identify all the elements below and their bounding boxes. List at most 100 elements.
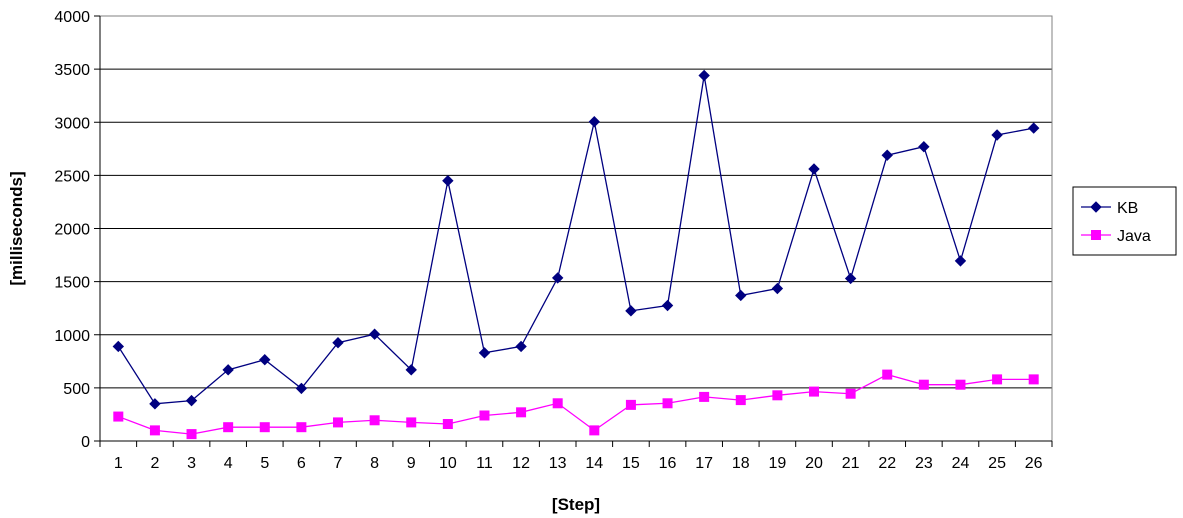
x-tick-label: 23 xyxy=(915,455,933,472)
x-tick-label: 11 xyxy=(476,455,493,472)
x-tick-label: 26 xyxy=(1025,455,1043,472)
data-point-kb xyxy=(442,174,454,187)
data-point-kb xyxy=(295,382,308,395)
data-point-java xyxy=(186,429,197,440)
legend-marker xyxy=(1091,230,1101,240)
x-tick-labels: 1 2 3 4 5 6 7 8 9 10 11 12 13 14 15 16 17 18 19 20 21 22 23 24 2… xyxy=(114,455,1043,472)
y-tick-label: 0 xyxy=(81,434,90,451)
x-tick-label: 9 xyxy=(407,455,416,472)
data-point-kb xyxy=(588,116,601,128)
data-point-kb xyxy=(478,347,491,359)
data-point-java xyxy=(625,399,636,410)
y-tick-label: 3000 xyxy=(54,115,90,132)
x-tick-label: 15 xyxy=(622,455,640,472)
x-axis-label: [Step] xyxy=(552,495,600,514)
data-point-java xyxy=(223,422,234,433)
data-point-kb xyxy=(405,364,417,376)
series-line-java xyxy=(118,373,1034,435)
legend-entry-java: Java xyxy=(1081,228,1151,245)
data-point-kb xyxy=(112,340,125,353)
data-point-java xyxy=(516,407,527,418)
data-point-java xyxy=(406,417,417,428)
data-point-java xyxy=(1028,374,1039,385)
x-tick-label: 24 xyxy=(952,455,970,472)
x-tick-label: 4 xyxy=(224,455,233,472)
data-point-java xyxy=(772,390,783,401)
x-tick-label: 5 xyxy=(260,455,269,472)
series-layer xyxy=(112,69,1040,440)
data-point-kb xyxy=(918,140,930,153)
data-point-kb xyxy=(771,282,784,295)
data-point-kb xyxy=(808,163,820,175)
axes xyxy=(94,15,1053,447)
x-tick-label: 7 xyxy=(334,455,343,472)
legend: KB Java xyxy=(1072,186,1177,256)
data-point-java xyxy=(992,374,1003,385)
legend-box xyxy=(1072,186,1177,256)
data-point-kb xyxy=(954,255,967,267)
x-tick-label: 13 xyxy=(549,455,567,472)
data-point-java xyxy=(955,379,966,390)
legend-marker xyxy=(1090,201,1102,213)
x-tick-label: 21 xyxy=(842,455,860,472)
x-tick-label: 25 xyxy=(988,455,1006,472)
x-tick-label: 22 xyxy=(878,455,896,472)
grid-lines xyxy=(100,15,1052,389)
legend-label: KB xyxy=(1117,200,1138,217)
data-point-java xyxy=(918,379,929,390)
data-point-kb xyxy=(844,272,857,285)
data-point-kb xyxy=(698,69,710,82)
data-point-java xyxy=(845,388,856,399)
y-tick-label: 500 xyxy=(63,381,90,398)
x-tick-label: 3 xyxy=(187,455,196,472)
data-point-java xyxy=(333,417,343,428)
x-tick-label: 10 xyxy=(439,455,457,472)
series-kb xyxy=(112,69,1040,410)
legend-label: Java xyxy=(1117,228,1151,245)
x-tick-label: 17 xyxy=(695,455,713,472)
data-point-java xyxy=(149,425,160,436)
x-tick-label: 8 xyxy=(370,455,379,472)
series-java xyxy=(113,369,1039,440)
data-point-kb xyxy=(185,394,198,407)
data-point-java xyxy=(479,410,490,421)
y-axis-label: [milliseconds] xyxy=(7,171,26,285)
data-point-kb xyxy=(515,340,527,353)
data-point-java xyxy=(296,422,307,433)
data-point-kb xyxy=(149,398,161,410)
x-tick-label: 20 xyxy=(805,455,823,472)
x-tick-label: 14 xyxy=(585,455,603,472)
data-point-java xyxy=(662,398,673,409)
data-point-kb xyxy=(991,129,1003,141)
y-tick-label: 3500 xyxy=(54,62,90,79)
data-point-kb xyxy=(332,337,344,349)
y-tick-label: 1500 xyxy=(54,275,90,292)
data-point-kb xyxy=(735,289,747,302)
x-tick-label: 16 xyxy=(659,455,677,472)
data-point-kb xyxy=(661,299,674,312)
data-point-java xyxy=(369,415,380,426)
series-line-kb xyxy=(117,75,1034,405)
y-tick-label: 1000 xyxy=(54,328,90,345)
y-tick-label: 2500 xyxy=(54,168,90,185)
data-point-java xyxy=(113,411,124,422)
y-tick-labels: 0 500 1000 1500 2000 2500 3000 3500 4000 xyxy=(54,9,90,451)
data-point-java xyxy=(259,422,270,433)
data-point-kb xyxy=(259,354,271,366)
data-point-java xyxy=(882,369,893,380)
data-point-kb xyxy=(368,328,381,340)
x-tick-label: 2 xyxy=(150,455,159,472)
data-point-java xyxy=(735,395,746,406)
data-point-java xyxy=(699,391,710,402)
x-tick-label: 19 xyxy=(768,455,786,472)
data-point-kb xyxy=(625,305,637,317)
data-point-java xyxy=(552,398,563,409)
data-point-java xyxy=(442,419,453,429)
y-tick-label: 2000 xyxy=(54,222,90,239)
legend-entry-kb: KB xyxy=(1081,200,1138,217)
data-point-kb xyxy=(551,272,564,284)
data-point-kb xyxy=(1027,122,1040,134)
data-point-kb xyxy=(222,364,234,376)
x-tick-label: 1 xyxy=(114,455,123,472)
